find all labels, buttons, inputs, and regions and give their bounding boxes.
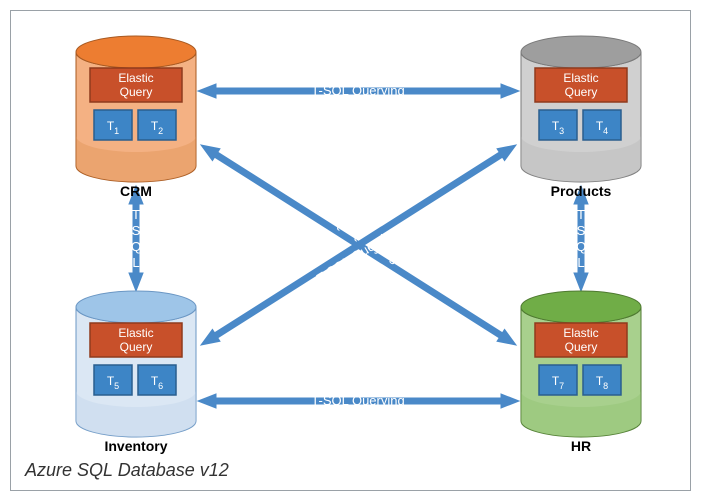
- eq-label-inventory-0: Elastic: [118, 326, 153, 340]
- edge-label-e-prod-hr-0: T: [577, 207, 585, 222]
- edge-label-e-prod-hr-3: L: [577, 255, 584, 270]
- edge-label-e-crm-products: T-SQL Querying: [311, 83, 404, 98]
- eq-label-hr-1: Query: [565, 340, 598, 354]
- db-top-hr: [521, 291, 641, 323]
- edge-label-e-crm-inv-0: T: [132, 207, 140, 222]
- db-label-hr: HR: [571, 438, 591, 454]
- db-label-products: Products: [551, 183, 612, 199]
- diagram-panel: T-SQL QueryingT-SQL QueryingTSQLTSQLT-SQ…: [10, 10, 691, 491]
- eq-label-inventory-1: Query: [120, 340, 153, 354]
- eq-label-crm-0: Elastic: [118, 71, 153, 85]
- db-products: ElasticQueryT3T4Products: [521, 36, 641, 199]
- db-inventory: ElasticQueryT5T6Inventory: [76, 291, 196, 454]
- eq-label-products-1: Query: [565, 85, 598, 99]
- edge-label-e-crm-inv-1: S: [132, 223, 141, 238]
- db-top-crm: [76, 36, 196, 68]
- edge-label-e-inv-hr: T-SQL Querying: [311, 393, 404, 408]
- eq-label-products-0: Elastic: [563, 71, 598, 85]
- edge-label-e-prod-hr-2: Q: [576, 239, 586, 254]
- diagram-svg: T-SQL QueryingT-SQL QueryingTSQLTSQLT-SQ…: [21, 21, 701, 502]
- diagram-frame: T-SQL QueryingT-SQL QueryingTSQLTSQLT-SQ…: [0, 0, 701, 501]
- db-crm: ElasticQueryT1T2CRM: [76, 36, 196, 199]
- db-top-products: [521, 36, 641, 68]
- edge-label-e-crm-inv-3: L: [132, 255, 139, 270]
- diagram-caption: Azure SQL Database v12: [25, 460, 229, 481]
- db-hr: ElasticQueryT7T8HR: [521, 291, 641, 454]
- edge-label-e-prod-hr-1: S: [577, 223, 586, 238]
- eq-label-crm-1: Query: [120, 85, 153, 99]
- edge-label-e-crm-inv-2: Q: [131, 239, 141, 254]
- db-label-inventory: Inventory: [104, 438, 167, 454]
- eq-label-hr-0: Elastic: [563, 326, 598, 340]
- db-top-inventory: [76, 291, 196, 323]
- db-label-crm: CRM: [120, 183, 152, 199]
